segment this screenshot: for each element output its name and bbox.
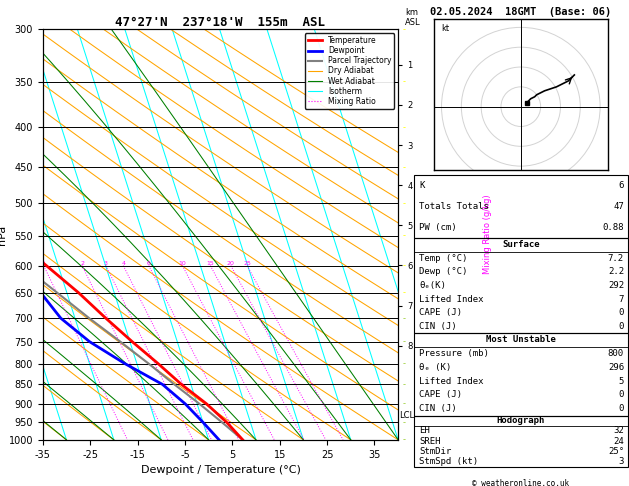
Text: Pressure (mb): Pressure (mb): [419, 349, 489, 358]
Text: 0: 0: [618, 404, 624, 413]
Text: 32: 32: [613, 426, 624, 435]
Text: 15: 15: [206, 260, 214, 265]
Text: 800: 800: [608, 349, 624, 358]
Text: 0.88: 0.88: [603, 223, 624, 232]
Text: 1: 1: [42, 260, 46, 265]
Text: -: -: [403, 163, 406, 172]
Text: 4: 4: [121, 260, 125, 265]
Text: 25°: 25°: [608, 447, 624, 456]
Text: Surface: Surface: [502, 241, 540, 249]
Text: CAPE (J): CAPE (J): [419, 308, 462, 317]
Text: 296: 296: [608, 363, 624, 372]
Text: -: -: [403, 199, 406, 208]
Text: CAPE (J): CAPE (J): [419, 390, 462, 399]
Text: 10: 10: [179, 260, 186, 265]
Text: SREH: SREH: [419, 436, 440, 446]
Text: 25: 25: [243, 260, 251, 265]
Text: Lifted Index: Lifted Index: [419, 377, 484, 385]
Text: θₑ (K): θₑ (K): [419, 363, 451, 372]
Text: 0: 0: [618, 390, 624, 399]
Text: -: -: [403, 435, 406, 444]
Text: -: -: [403, 288, 406, 297]
Text: 47: 47: [613, 202, 624, 211]
Text: © weatheronline.co.uk: © weatheronline.co.uk: [472, 479, 569, 486]
Text: -: -: [403, 399, 406, 408]
Text: Dewp (°C): Dewp (°C): [419, 267, 467, 277]
Text: 6: 6: [147, 260, 151, 265]
Text: 24: 24: [613, 436, 624, 446]
Text: 6: 6: [618, 181, 624, 190]
Text: -: -: [403, 313, 406, 323]
Text: 5: 5: [618, 377, 624, 385]
Text: 2: 2: [80, 260, 84, 265]
Text: -: -: [403, 123, 406, 132]
Text: 2.2: 2.2: [608, 267, 624, 277]
Text: 02.05.2024  18GMT  (Base: 06): 02.05.2024 18GMT (Base: 06): [430, 7, 611, 17]
Text: Mixing Ratio (g/kg): Mixing Ratio (g/kg): [482, 195, 491, 274]
Text: 3: 3: [104, 260, 108, 265]
Text: -: -: [403, 25, 406, 34]
Text: K: K: [419, 181, 425, 190]
Text: -: -: [403, 261, 406, 270]
Text: CIN (J): CIN (J): [419, 404, 457, 413]
Text: -: -: [403, 231, 406, 241]
Text: EH: EH: [419, 426, 430, 435]
Text: StmDir: StmDir: [419, 447, 451, 456]
Text: 20: 20: [227, 260, 235, 265]
X-axis label: Dewpoint / Temperature (°C): Dewpoint / Temperature (°C): [140, 465, 301, 475]
Text: 7.2: 7.2: [608, 254, 624, 263]
Text: -: -: [403, 359, 406, 368]
Y-axis label: hPa: hPa: [0, 225, 7, 244]
Text: Most Unstable: Most Unstable: [486, 335, 556, 344]
Text: -: -: [403, 418, 406, 427]
Text: 0: 0: [618, 308, 624, 317]
Text: 0: 0: [618, 322, 624, 330]
Legend: Temperature, Dewpoint, Parcel Trajectory, Dry Adiabat, Wet Adiabat, Isotherm, Mi: Temperature, Dewpoint, Parcel Trajectory…: [305, 33, 394, 109]
Text: CIN (J): CIN (J): [419, 322, 457, 330]
Text: PW (cm): PW (cm): [419, 223, 457, 232]
Text: θₑ(K): θₑ(K): [419, 281, 446, 290]
Text: 7: 7: [618, 295, 624, 304]
Text: Lifted Index: Lifted Index: [419, 295, 484, 304]
Text: 3: 3: [618, 457, 624, 466]
Text: -: -: [403, 380, 406, 389]
Text: LCL: LCL: [399, 411, 415, 419]
Text: -: -: [403, 337, 406, 346]
Text: 292: 292: [608, 281, 624, 290]
Text: Hodograph: Hodograph: [497, 416, 545, 425]
Title: 47°27'N  237°18'W  155m  ASL: 47°27'N 237°18'W 155m ASL: [116, 16, 325, 29]
Text: kt: kt: [442, 24, 450, 34]
Text: StmSpd (kt): StmSpd (kt): [419, 457, 478, 466]
Text: Totals Totals: Totals Totals: [419, 202, 489, 211]
Text: -: -: [403, 77, 406, 86]
Text: Temp (°C): Temp (°C): [419, 254, 467, 263]
Text: km
ASL: km ASL: [405, 8, 421, 27]
